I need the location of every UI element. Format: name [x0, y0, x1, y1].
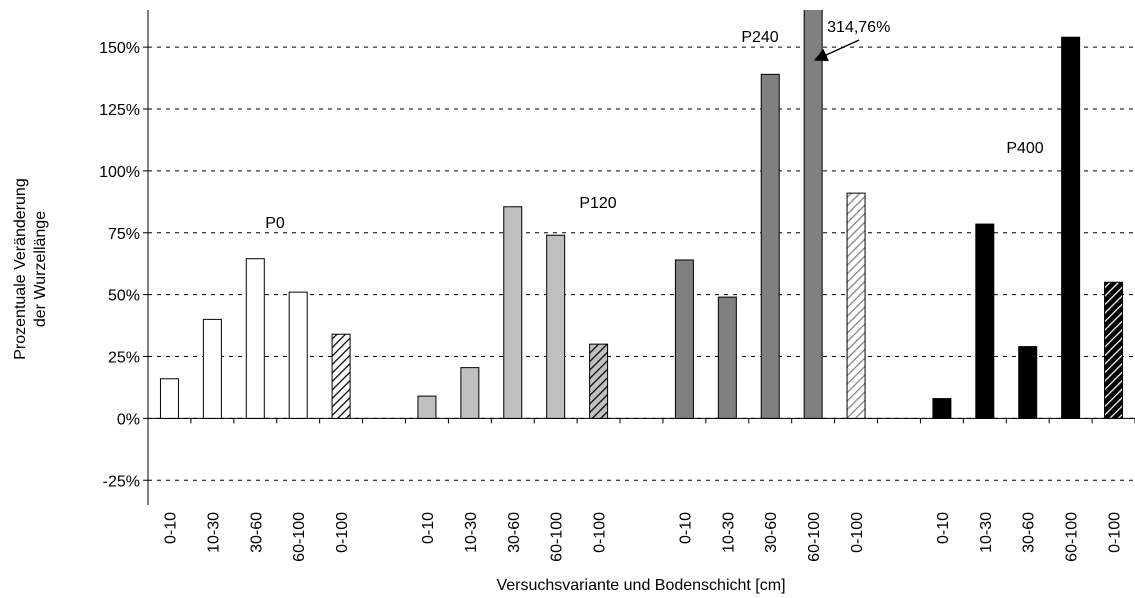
x-tick-label: 0-100: [849, 512, 866, 553]
x-tick-label: 30-60: [1021, 512, 1038, 553]
x-tick-label: 10-30: [720, 512, 737, 553]
bar: [503, 206, 523, 419]
x-axis-title: Versuchsvariante und Bodenschicht [cm]: [496, 577, 785, 594]
x-tick-label: 0-10: [420, 512, 437, 544]
annotation-arrow: [813, 39, 860, 62]
bar: [932, 398, 952, 419]
bar: [202, 318, 222, 419]
x-tick-label: 0-10: [162, 512, 179, 544]
bar: [1061, 36, 1081, 419]
bar: [245, 258, 265, 419]
x-tick-label: 30-60: [763, 512, 780, 553]
bar: [589, 343, 609, 419]
bar: [288, 291, 308, 419]
x-tick-label: 10-30: [463, 512, 480, 553]
y-tick-label: -25%: [103, 473, 140, 490]
x-tick-label: 0-10: [935, 512, 952, 544]
plot-area: [159, 10, 1124, 419]
x-tick-label: 0-100: [592, 512, 609, 553]
x-tick-label: 10-30: [205, 512, 222, 553]
y-tick-label: 0%: [117, 411, 140, 428]
group-label: P240: [741, 29, 778, 46]
value-label: 314,76%: [827, 19, 890, 36]
y-tick-label: 25%: [108, 350, 140, 367]
y-tick-label: 50%: [108, 288, 140, 305]
x-tick-label: 60-100: [549, 512, 566, 562]
y-tick-label: 75%: [108, 226, 140, 243]
bar: [674, 259, 694, 419]
x-tick-label: 60-100: [806, 512, 823, 562]
x-tick-label: 30-60: [248, 512, 265, 553]
bar: [331, 333, 351, 419]
x-tick-label: 0-10: [677, 512, 694, 544]
y-axis-title: der Wurzellänge: [32, 211, 49, 327]
bar: [760, 73, 780, 419]
x-tick-label: 30-60: [506, 512, 523, 553]
bar: [159, 378, 179, 419]
x-tick-label: 0-100: [334, 512, 351, 553]
bar: [846, 192, 866, 419]
x-tick-label: 10-30: [978, 512, 995, 553]
y-tick-label: 150%: [99, 40, 140, 57]
x-tick-label: 60-100: [291, 512, 308, 562]
group-label: P400: [1006, 140, 1043, 157]
group-label: P120: [579, 195, 616, 212]
bar: [975, 223, 995, 419]
y-tick-label: 125%: [99, 102, 140, 119]
bar: [546, 234, 566, 419]
bar: [717, 296, 737, 419]
y-tick-label: 100%: [99, 164, 140, 181]
bar: [1104, 281, 1124, 419]
bar: [1018, 346, 1038, 419]
bar: [803, 10, 823, 419]
x-tick-label: 60-100: [1064, 512, 1081, 562]
group-label: P0: [265, 215, 285, 232]
x-tick-label: 0-100: [1107, 512, 1124, 553]
y-axis-title: Prozentuale Veränderung: [12, 178, 29, 359]
bar: [417, 395, 437, 419]
bar: [460, 367, 480, 419]
